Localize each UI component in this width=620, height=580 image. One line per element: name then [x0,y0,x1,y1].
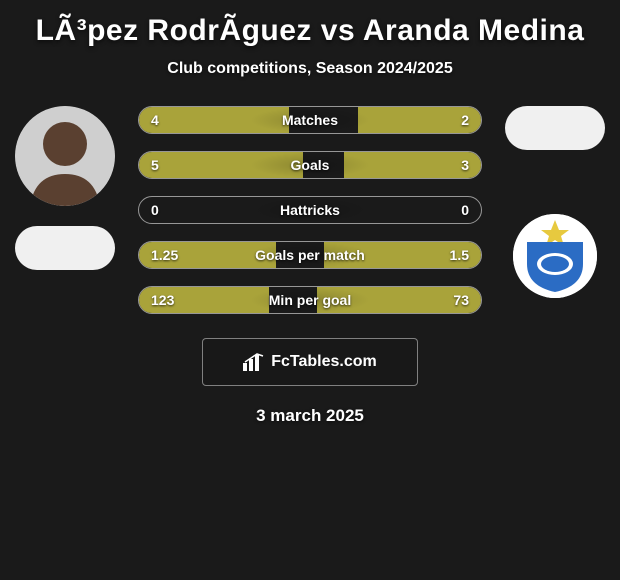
stats-table: 4 Matches 2 5 Goals 3 0 Hattricks 0 1.25 Goals per… [138,106,482,314]
stat-label: Goals [291,157,330,173]
left-player-avatar [15,106,115,206]
left-club-badge [15,226,115,270]
left-player-side [10,106,120,270]
stat-value-right: 2 [461,112,469,128]
stat-bar-left [139,107,289,133]
right-player-side [500,106,610,298]
stat-row: 123 Min per goal 73 [138,286,482,314]
stat-row: 1.25 Goals per match 1.5 [138,241,482,269]
stat-value-left: 5 [151,157,159,173]
page-subtitle: Club competitions, Season 2024/2025 [10,60,610,78]
person-icon [15,106,115,206]
stat-value-left: 4 [151,112,159,128]
stat-value-left: 1.25 [151,247,178,263]
stat-label: Matches [282,112,338,128]
stat-bar-left [139,152,303,178]
stat-value-right: 1.5 [450,247,469,263]
stat-row: 4 Matches 2 [138,106,482,134]
stat-value-right: 3 [461,157,469,173]
attribution: FcTables.com [10,338,610,386]
right-club-crest [513,214,597,298]
attribution-text: FcTables.com [271,353,377,371]
attribution-box: FcTables.com [202,338,418,386]
date: 3 march 2025 [10,406,610,426]
crest-icon [513,214,597,298]
stat-value-right: 0 [461,202,469,218]
stat-row: 0 Hattricks 0 [138,196,482,224]
comparison-region: 4 Matches 2 5 Goals 3 0 Hattricks 0 1.25 Goals per… [10,106,610,314]
stat-value-left: 0 [151,202,159,218]
stat-value-right: 73 [453,292,469,308]
bar-chart-icon [243,353,265,371]
page-title: LÃ³pez RodrÃ­guez vs Aranda Medina [10,14,610,48]
stat-label: Hattricks [280,202,340,218]
stat-label: Goals per match [255,247,365,263]
stat-label: Min per goal [269,292,351,308]
right-club-badge-top [505,106,605,150]
stat-value-left: 123 [151,292,174,308]
stat-row: 5 Goals 3 [138,151,482,179]
